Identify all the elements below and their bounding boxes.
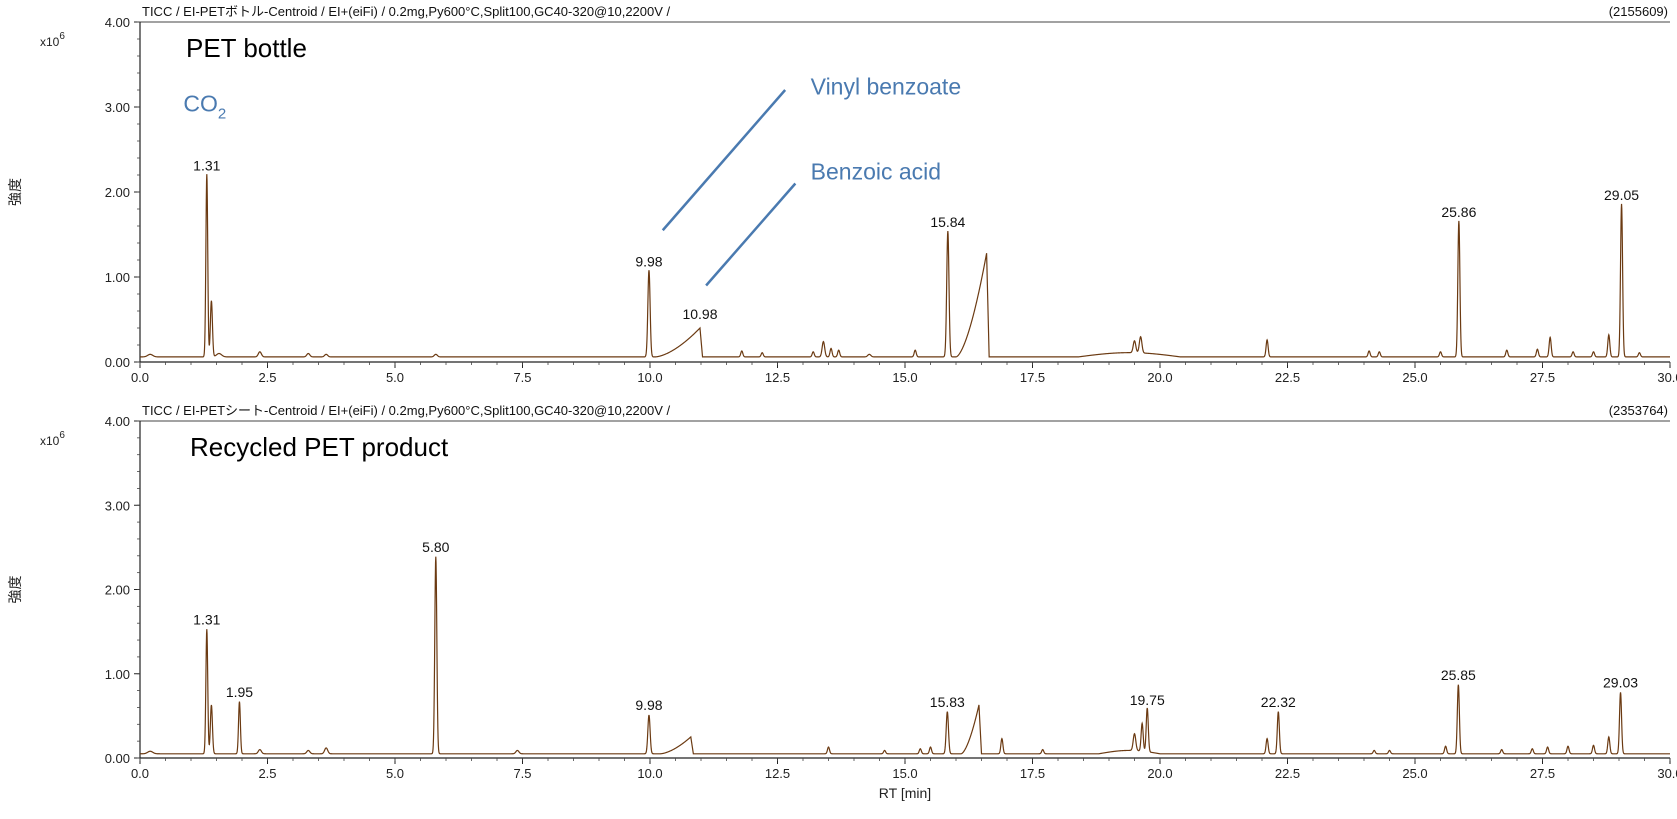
y-tick-label: 2.00	[105, 583, 130, 598]
y-tick-label: 3.00	[105, 100, 130, 115]
x-tick-label: 22.5	[1275, 766, 1300, 781]
x-tick-label: 22.5	[1275, 370, 1300, 385]
x-tick-label: 0.0	[131, 370, 149, 385]
peak-label: 29.03	[1603, 674, 1638, 690]
y-tick-label: 1.00	[105, 667, 130, 682]
panel-header: TICC / EI-PETシート-Centroid / EI+(eiFi) / …	[142, 403, 671, 418]
y-tick-label: 0.00	[105, 355, 130, 370]
y-axis-label: 強度	[7, 178, 23, 206]
x-tick-label: 30.0	[1657, 370, 1677, 385]
y-scale-factor: x106	[40, 430, 65, 448]
chromatogram-panel-2: TICC / EI-PETシート-Centroid / EI+(eiFi) / …	[7, 403, 1677, 801]
compound-annotation: CO2	[183, 90, 226, 122]
x-tick-label: 10.0	[637, 766, 662, 781]
y-tick-label: 0.00	[105, 751, 130, 766]
panel-header-total: (2155609)	[1609, 4, 1668, 19]
peak-label: 25.86	[1441, 204, 1476, 220]
x-tick-label: 25.0	[1402, 370, 1427, 385]
y-tick-label: 4.00	[105, 414, 130, 429]
x-tick-label: 20.0	[1147, 766, 1172, 781]
x-tick-label: 12.5	[765, 370, 790, 385]
y-tick-label: 4.00	[105, 15, 130, 30]
x-tick-label: 0.0	[131, 766, 149, 781]
compound-annotation: Vinyl benzoate	[811, 73, 961, 99]
x-tick-label: 10.0	[637, 370, 662, 385]
panel-header-total: (2353764)	[1609, 403, 1668, 418]
peak-label: 9.98	[635, 253, 662, 269]
y-axis-label: 強度	[7, 576, 23, 604]
peak-label: 15.83	[930, 694, 965, 710]
peak-label: 29.05	[1604, 187, 1639, 203]
panel-title: PET bottle	[186, 33, 307, 63]
peak-label: 1.31	[193, 157, 220, 173]
y-tick-label: 2.00	[105, 185, 130, 200]
x-tick-label: 2.5	[258, 766, 276, 781]
x-tick-label: 25.0	[1402, 766, 1427, 781]
x-tick-label: 17.5	[1020, 766, 1045, 781]
x-tick-label: 5.0	[386, 370, 404, 385]
x-axis-label: RT [min]	[879, 785, 931, 801]
x-tick-label: 30.0	[1657, 766, 1677, 781]
x-tick-label: 15.0	[892, 766, 917, 781]
y-scale-factor: x106	[40, 31, 65, 49]
peak-label: 19.75	[1130, 692, 1165, 708]
x-tick-label: 17.5	[1020, 370, 1045, 385]
peak-label: 10.98	[682, 306, 717, 322]
peak-label: 9.98	[635, 697, 662, 713]
panel-title: Recycled PET product	[190, 432, 449, 462]
x-tick-label: 7.5	[513, 766, 531, 781]
peak-label: 15.84	[930, 214, 965, 230]
panel-header: TICC / EI-PETボトル-Centroid / EI+(eiFi) / …	[142, 4, 671, 19]
annotation-pointer-line	[705, 182, 797, 287]
x-tick-label: 5.0	[386, 766, 404, 781]
peak-label: 1.95	[226, 684, 253, 700]
x-tick-label: 2.5	[258, 370, 276, 385]
peak-label: 25.85	[1441, 667, 1476, 683]
y-tick-label: 1.00	[105, 270, 130, 285]
y-tick-label: 3.00	[105, 498, 130, 513]
chromatogram-panel-1: TICC / EI-PETボトル-Centroid / EI+(eiFi) / …	[7, 4, 1677, 385]
annotation-pointer-line	[661, 89, 787, 232]
x-tick-label: 27.5	[1530, 370, 1555, 385]
chromatogram-trace	[140, 556, 1670, 755]
peak-label: 22.32	[1261, 694, 1296, 710]
peak-label: 1.31	[193, 611, 220, 627]
x-tick-label: 12.5	[765, 766, 790, 781]
peak-label: 5.80	[422, 539, 449, 555]
x-tick-label: 20.0	[1147, 370, 1172, 385]
x-tick-label: 27.5	[1530, 766, 1555, 781]
chromatogram-trace	[140, 174, 1670, 358]
x-tick-label: 15.0	[892, 370, 917, 385]
x-tick-label: 7.5	[513, 370, 531, 385]
compound-annotation: Benzoic acid	[811, 158, 941, 184]
